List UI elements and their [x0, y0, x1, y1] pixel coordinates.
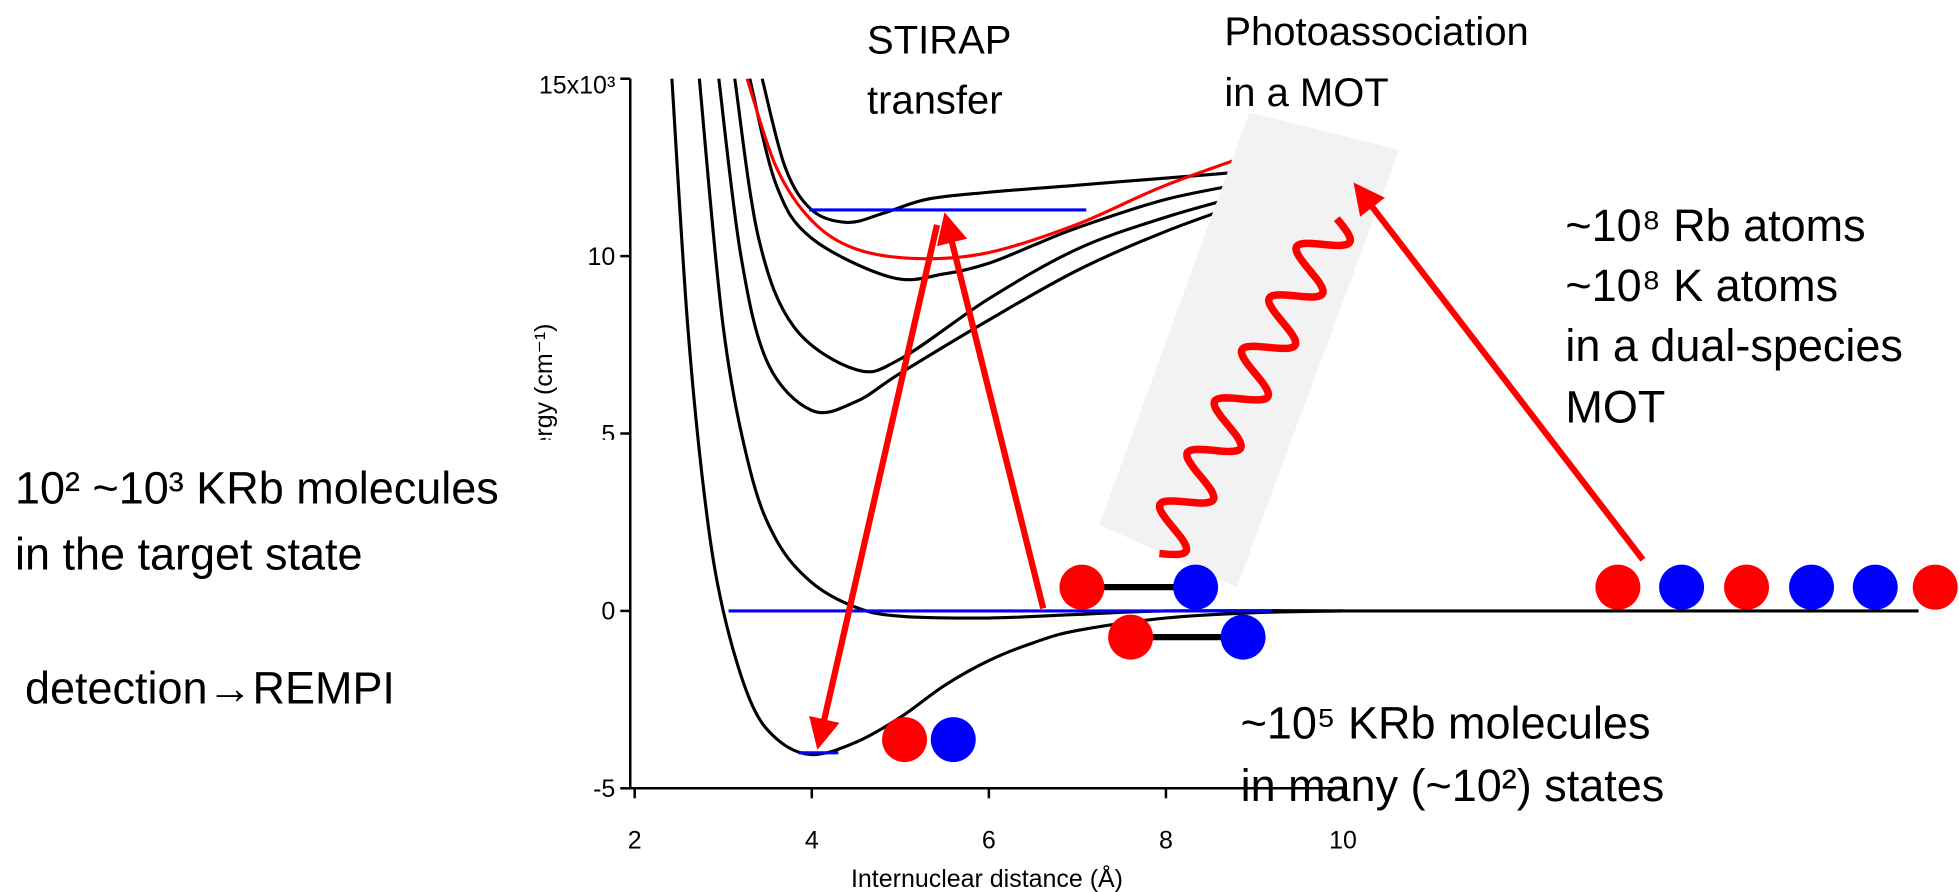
curve [717, 78, 1256, 415]
annotation: in a dual-species [1565, 320, 1902, 371]
x-tick-label: 8 [1159, 826, 1173, 854]
annotation: transfer [867, 79, 1002, 123]
light-wave [1155, 216, 1355, 559]
annotation: ~10⁸ K atoms [1565, 260, 1838, 311]
annotation: in the target state [15, 529, 362, 580]
x-tick-label: 10 [1329, 826, 1357, 854]
y-tick-label: 10 [587, 243, 615, 271]
arrow [936, 212, 1047, 610]
annotation: MOT [1565, 381, 1665, 432]
annotation: detection→REMPI [25, 662, 395, 713]
curve [733, 78, 1255, 374]
annotation: 10² ~10³ KRb molecules [15, 462, 499, 513]
y-tick-label: 0 [601, 598, 615, 626]
x-tick-label: 2 [628, 826, 642, 854]
annotation: in a MOT [1224, 71, 1388, 115]
annotation: STIRAP [867, 19, 1011, 63]
annotation: Photoassociation [1224, 10, 1528, 54]
y-tick-label: 15x10³ [539, 72, 615, 100]
arrow [809, 224, 941, 750]
annotation: ~10⁵ KRb molecules [1241, 697, 1651, 748]
x-axis-label: Internuclear distance (Å) [851, 863, 1123, 892]
label-background [0, 439, 629, 588]
annotation: in many (~10²) states [1241, 760, 1665, 811]
x-tick-label: 4 [805, 826, 819, 854]
y-tick-label: -5 [593, 775, 615, 803]
x-tick-label: 6 [982, 826, 996, 854]
curve [760, 78, 1255, 224]
arrow [1353, 182, 1646, 562]
atoms [882, 564, 1958, 763]
curve [745, 78, 1272, 261]
annotation: ~10⁸ Rb atoms [1565, 200, 1865, 251]
